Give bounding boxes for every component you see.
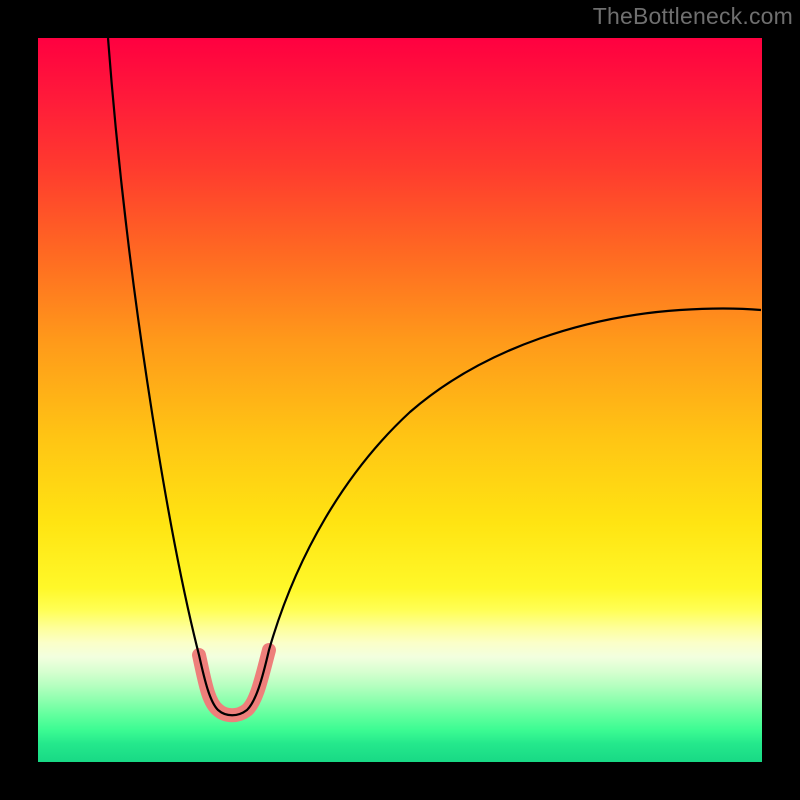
gradient-background bbox=[38, 38, 762, 762]
watermark-text: TheBottleneck.com bbox=[593, 3, 793, 30]
chart-stage: TheBottleneck.com bbox=[0, 0, 800, 800]
bottleneck-curve-chart bbox=[0, 0, 800, 800]
